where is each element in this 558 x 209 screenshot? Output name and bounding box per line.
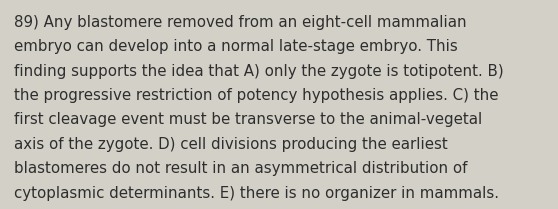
Text: blastomeres do not result in an asymmetrical distribution of: blastomeres do not result in an asymmetr… <box>14 161 468 176</box>
Text: first cleavage event must be transverse to the animal-vegetal: first cleavage event must be transverse … <box>14 112 482 127</box>
Text: 89) Any blastomere removed from an eight-cell mammalian: 89) Any blastomere removed from an eight… <box>14 15 466 30</box>
Text: axis of the zygote. D) cell divisions producing the earliest: axis of the zygote. D) cell divisions pr… <box>14 137 448 152</box>
Text: cytoplasmic determinants. E) there is no organizer in mammals.: cytoplasmic determinants. E) there is no… <box>14 186 499 201</box>
Text: the progressive restriction of potency hypothesis applies. C) the: the progressive restriction of potency h… <box>14 88 498 103</box>
Text: finding supports the idea that A) only the zygote is totipotent. B): finding supports the idea that A) only t… <box>14 64 504 79</box>
Text: embryo can develop into a normal late-stage embryo. This: embryo can develop into a normal late-st… <box>14 39 458 54</box>
